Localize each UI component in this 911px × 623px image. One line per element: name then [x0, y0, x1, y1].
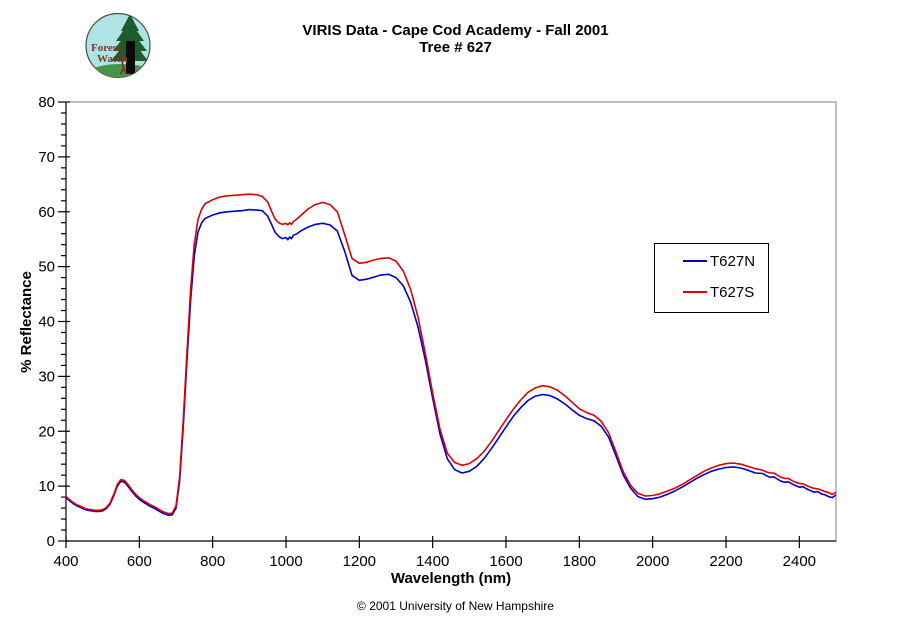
y-axis-tick-label: 20: [38, 423, 55, 440]
y-axis-title: % Reflectance: [18, 271, 35, 373]
x-axis-tick-label: 2000: [636, 553, 669, 570]
chart-title-line2: Tree # 627: [419, 39, 492, 56]
legend-line-t627n: [683, 260, 707, 262]
x-axis-tick-label: 1600: [489, 553, 522, 570]
x-axis-tick-label: 2200: [709, 553, 742, 570]
chart-title-line1: VIRIS Data - Cape Cod Academy - Fall 200…: [302, 22, 609, 39]
y-axis-tick-label: 70: [38, 149, 55, 166]
y-axis-tick-label: 10: [38, 478, 55, 495]
legend-box: T627N T627S: [654, 243, 769, 313]
pine-tree-icon: [111, 14, 148, 61]
x-axis-tick-label: 1400: [416, 553, 449, 570]
plot-frame: [65, 101, 837, 542]
y-axis-tick-label: 60: [38, 204, 55, 221]
y-axis-tick-label: 0: [47, 533, 55, 550]
x-axis-tick-label: 1200: [343, 553, 376, 570]
x-axis-tick-label: 600: [127, 553, 152, 570]
logo-art: [89, 14, 150, 78]
y-axis-tick-label: 80: [38, 94, 55, 111]
series-line-t627n: [65, 208, 837, 517]
copyright-notice: © 2001 University of New Hampshire: [357, 599, 554, 613]
x-axis-tick-label: 1000: [269, 553, 302, 570]
y-axis-tick-label: 30: [38, 368, 55, 385]
y-axis-tick-label: 40: [38, 314, 55, 331]
x-axis-tick-label: 800: [200, 553, 225, 570]
x-axis-title: Wavelength (nm): [390, 570, 512, 587]
legend-item-t627n: T627N: [655, 252, 755, 270]
logo-text-forest: Forest: [91, 42, 121, 54]
legend-label-t627s: T627S: [710, 283, 755, 301]
x-axis-tick-label: 400: [53, 553, 78, 570]
chart-title: VIRIS Data - Cape Cod Academy - Fall 200…: [0, 22, 911, 56]
x-axis-tick-label: 1800: [563, 553, 596, 570]
series-line-t627s: [65, 193, 837, 515]
legend-item-t627s: T627S: [655, 283, 754, 301]
legend-line-t627s: [683, 291, 707, 293]
y-axis-tick-label: 50: [38, 259, 55, 276]
person-icon: [119, 54, 128, 75]
logo-text-watch: Watch: [97, 53, 128, 65]
axis-lines: [65, 102, 836, 542]
x-axis-tick-label: 2400: [783, 553, 816, 570]
tree-trunk: [126, 41, 135, 74]
legend-label-t627n: T627N: [710, 252, 756, 270]
forest-watch-logo: Forest Watch: [85, 12, 151, 79]
